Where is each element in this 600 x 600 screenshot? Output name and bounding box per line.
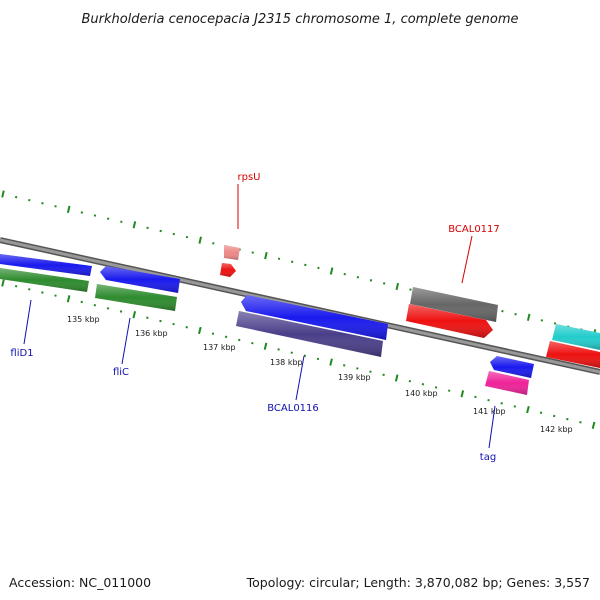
minor-tick — [513, 405, 517, 408]
minor-tick — [14, 284, 18, 288]
map-title: Burkholderia cenocepacia J2315 chromosom… — [81, 12, 518, 27]
topology-summary: Topology: circular; Length: 3,870,082 bp… — [246, 575, 590, 590]
minor-tick — [369, 370, 372, 373]
major-tick — [526, 405, 530, 414]
gene-arrow-shading — [220, 263, 236, 277]
label-bcal0117[interactable]: BCAL0117 — [448, 224, 500, 235]
minor-tick — [421, 383, 425, 386]
tick-labels: 135 kbp 136 kbp 137 kbp 138 kbp 139 kbp … — [67, 315, 573, 434]
tick-label-139: 139 kbp — [338, 373, 371, 382]
minor-tick — [566, 417, 569, 421]
gene-arrow-shading — [224, 245, 240, 260]
minor-tick — [356, 367, 359, 370]
major-tick — [132, 221, 137, 229]
minor-tick — [579, 421, 582, 424]
gene-arrow-shading — [0, 254, 92, 276]
major-tick — [66, 205, 71, 214]
major-tick — [66, 295, 71, 303]
minor-tick — [146, 316, 149, 320]
minor-tick — [251, 341, 254, 345]
minor-tick — [54, 205, 57, 208]
gene-arrow-shading — [490, 356, 534, 378]
minor-tick — [14, 195, 18, 199]
tick-label-141: 141 kbp — [473, 407, 506, 416]
minor-tick — [343, 272, 346, 276]
gene-features[interactable] — [0, 245, 600, 395]
gene-arrow-shading — [95, 284, 177, 311]
gene-arrow-shading — [241, 295, 388, 340]
minor-tick — [434, 386, 438, 389]
minor-tick — [106, 217, 110, 220]
major-tick — [460, 390, 465, 398]
major-tick — [198, 236, 202, 244]
tick-label-137: 137 kbp — [203, 343, 236, 352]
inner-tick-ring — [1, 279, 596, 430]
major-tick — [395, 282, 400, 291]
gene-arrow-shading — [552, 324, 600, 350]
minor-tick — [251, 251, 254, 254]
minor-tick — [41, 202, 44, 205]
minor-tick — [290, 260, 294, 264]
minor-tick — [409, 288, 412, 291]
major-tick — [264, 251, 268, 260]
major-tick — [1, 190, 5, 198]
minor-tick — [146, 226, 149, 230]
gene-arrow-shading — [485, 371, 529, 395]
label-bcal0116[interactable]: BCAL0116 — [267, 403, 319, 414]
label-flic[interactable]: fliC — [113, 367, 129, 378]
label-flid1[interactable]: fliD1 — [10, 348, 33, 359]
minor-tick — [303, 354, 307, 358]
minor-tick — [159, 319, 162, 323]
gene-arrow-shading — [100, 266, 180, 293]
tick-label-138: 138 kbp — [270, 358, 303, 367]
minor-tick — [553, 322, 557, 325]
major-tick — [329, 358, 333, 366]
minor-tick — [80, 300, 83, 304]
major-tick — [1, 279, 5, 287]
major-tick — [132, 311, 137, 319]
gene-arrow-shading — [546, 341, 600, 368]
minor-tick — [211, 332, 215, 335]
major-tick — [394, 374, 399, 382]
minor-tick — [382, 282, 386, 285]
minor-tick — [408, 379, 412, 383]
tick-label-142: 142 kbp — [540, 425, 573, 434]
minor-tick — [356, 275, 360, 279]
minor-tick — [80, 211, 84, 214]
label-tag[interactable]: tag — [480, 452, 496, 463]
minor-tick — [93, 303, 97, 307]
label-rpsu[interactable]: rpsU — [238, 172, 261, 183]
gene-arrow-shading — [410, 287, 498, 322]
gene-labels: rpsU BCAL0117 fliD1 fliC BCAL0116 tag — [10, 172, 499, 463]
minor-tick — [41, 291, 44, 294]
gene-arrow-shading — [236, 311, 383, 357]
major-tick — [198, 326, 202, 335]
accession-text: Accession: NC_011000 — [9, 575, 151, 590]
minor-tick — [28, 288, 31, 291]
minor-tick — [487, 398, 490, 402]
minor-tick — [316, 357, 320, 361]
gene-arrow-shading — [406, 304, 493, 338]
minor-tick — [539, 411, 543, 415]
minor-tick — [238, 338, 241, 342]
tick-label-136: 136 kbp — [135, 329, 168, 338]
gene-arrow-shading — [0, 268, 89, 292]
minor-tick — [172, 232, 176, 236]
tick-label-135: 135 kbp — [67, 315, 100, 324]
minor-tick — [290, 351, 293, 354]
minor-tick — [317, 266, 320, 270]
tick-label-140: 140 kbp — [405, 389, 438, 398]
major-tick — [526, 313, 531, 321]
major-tick — [263, 342, 268, 350]
minor-tick — [501, 309, 504, 313]
minor-tick — [474, 395, 477, 399]
major-tick — [329, 267, 334, 275]
minor-tick — [185, 326, 188, 329]
major-tick — [591, 421, 596, 430]
